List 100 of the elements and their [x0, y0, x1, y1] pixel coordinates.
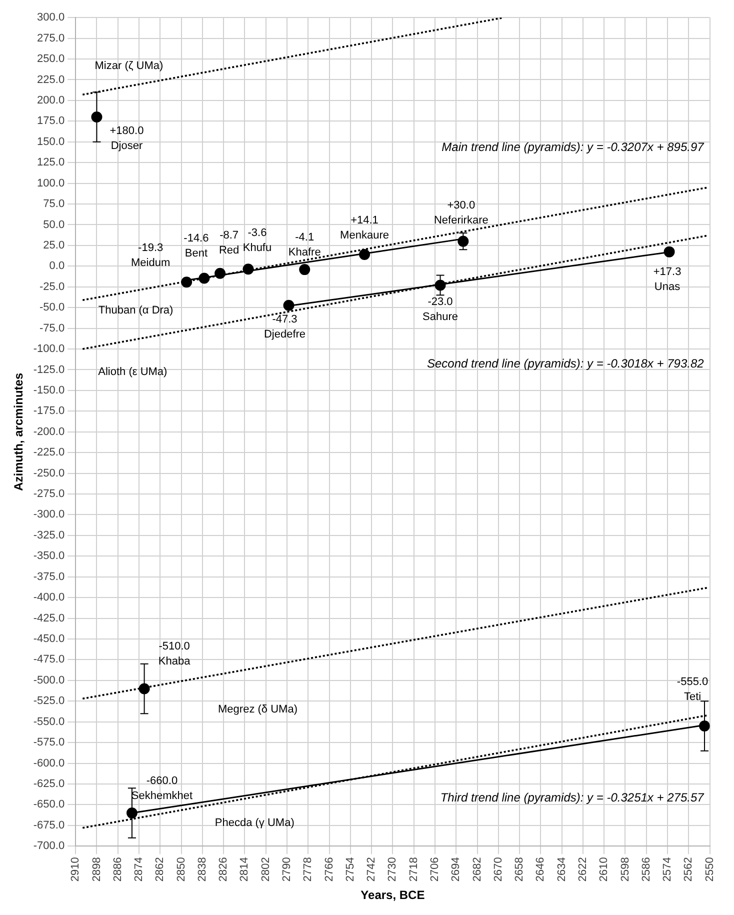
y-tick-label: -550.0	[33, 716, 65, 728]
x-tick-label: 2742	[366, 857, 378, 882]
y-tick-label: -125.0	[33, 364, 65, 376]
x-tick-label: 2754	[344, 857, 356, 882]
y-tick-label: 0.0	[49, 260, 65, 272]
point	[664, 246, 675, 258]
data-label: -660.0	[146, 775, 178, 788]
x-tick-label: 2718	[408, 857, 420, 882]
y-tick-label: 250.0	[37, 53, 65, 66]
y-tick-label: -275.0	[33, 488, 65, 500]
x-tick-label: 2766	[323, 857, 336, 882]
point	[283, 300, 294, 311]
y-tick-label: 300.0	[37, 12, 65, 24]
x-tick-label: 2814	[238, 857, 251, 882]
y-tick-label: -625.0	[33, 778, 65, 790]
x-tick-label: 2826	[218, 857, 230, 882]
annotation: Third trend line (pyramids): y = -0.3251x + 275.57	[440, 790, 706, 804]
y-tick-label: -525.0	[33, 695, 65, 708]
x-tick-label: 2838	[196, 857, 208, 882]
series-label: Alioth (ε UMa)	[98, 366, 168, 378]
y-tick-label: -700.0	[33, 840, 65, 852]
data-label: +14.1	[350, 214, 378, 227]
series-label: Phecda (γ UMa)	[214, 816, 294, 829]
annotation: Unas	[654, 280, 681, 293]
y-tick-label: -575.0	[33, 736, 65, 749]
x-tick-label: 2634	[556, 857, 568, 882]
y-tick-label: -25.0	[40, 280, 65, 293]
y-tick-label: 150.0	[37, 136, 65, 148]
annotation: Teti	[684, 691, 702, 704]
data-label: -8.7	[220, 229, 239, 242]
series-label: Mizar (ζ UMa)	[94, 60, 164, 72]
point	[299, 264, 310, 276]
x-tick-label: 2622	[576, 857, 589, 882]
annotation: Menkaure	[340, 230, 389, 242]
data-label: -4.1	[295, 232, 314, 244]
data-label: -555.0	[676, 676, 708, 688]
y-tick-label: -600.0	[33, 757, 65, 770]
x-tick-label: 2670	[492, 857, 504, 882]
y-tick-label: -325.0	[33, 529, 65, 542]
data-label: -3.6	[248, 227, 267, 240]
x-tick-label: 2910	[70, 857, 82, 882]
y-tick-label: -175.0	[33, 405, 65, 418]
y-tick-label: 175.0	[37, 115, 65, 128]
annotation: Khaba	[158, 656, 192, 668]
x-tick-label: 2706	[429, 857, 442, 882]
annotation: Neferirkare	[434, 214, 488, 226]
y-tick-label: -250.0	[33, 467, 65, 480]
y-tick-label: -200.0	[33, 426, 65, 438]
x-tick-label: 2862	[154, 857, 166, 882]
y-tick-label: -150.0	[33, 384, 65, 396]
annotation: Sahure	[422, 311, 458, 324]
series-label: Thuban (α Dra)	[98, 304, 174, 317]
annotation: Khafre	[288, 246, 321, 259]
y-tick-label: -75.0	[40, 322, 65, 334]
x-tick-label: 2778	[302, 857, 314, 882]
x-tick-label: 2550	[704, 857, 716, 882]
y-tick-label: -100.0	[33, 343, 65, 356]
y-tick-label: -50.0	[40, 302, 65, 314]
annotation: Djoser	[110, 140, 143, 152]
annotation: Meidum	[131, 257, 170, 270]
y-tick-label: 25.0	[43, 239, 65, 252]
y-tick-label: -400.0	[33, 592, 65, 604]
y-tick-label: -375.0	[33, 570, 65, 583]
annotation: Second trend line (pyramids): y = -0.3018x + 793.82	[426, 356, 704, 370]
y-tick-label: 50.0	[43, 218, 65, 231]
y-tick-label: 200.0	[37, 94, 65, 106]
data-label: +17.3	[653, 266, 682, 278]
x-tick-label: 2694	[450, 857, 462, 882]
y-tick-label: -300.0	[33, 508, 65, 521]
x-tick-label: 2682	[471, 857, 484, 882]
data-label: -14.6	[184, 232, 209, 244]
x-tick-label: 2886	[112, 857, 124, 882]
data-label: -23.0	[428, 296, 453, 308]
x-tick-label: 2730	[386, 857, 399, 882]
x-tick-label: 2850	[175, 857, 188, 882]
data-label: -19.3	[138, 242, 164, 254]
data-label: -510.0	[158, 640, 190, 653]
y-tick-label: -475.0	[33, 654, 65, 666]
x-axis-title: Years, BCE	[360, 888, 425, 902]
y-tick-label: -675.0	[33, 819, 65, 832]
x-tick-label: 2562	[682, 857, 695, 882]
x-tick-label: 2898	[90, 857, 103, 882]
annotation: Khufu	[242, 242, 272, 254]
x-tick-label: 2598	[619, 857, 632, 882]
text: Megrez (δ UMa)	[218, 704, 298, 716]
x-tick-label: 2574	[662, 857, 674, 882]
annotation: Red	[218, 244, 240, 256]
data-label: +30.0	[447, 199, 476, 212]
x-tick-label: 2802	[260, 857, 272, 882]
data-label: +180.0	[110, 125, 144, 138]
x-tick-label: 2874	[133, 857, 146, 882]
annotation: Main trend line (pyramids): y = -0.3207x + 895.97	[442, 140, 706, 154]
x-tick-label: 2658	[514, 857, 526, 882]
y-tick-label: 225.0	[37, 74, 65, 86]
y-tick-label: 125.0	[37, 156, 65, 169]
x-tick-label: 2586	[640, 857, 652, 882]
y-tick-label: -225.0	[33, 446, 65, 459]
y-tick-label: 100.0	[37, 177, 65, 190]
y-tick-label: -650.0	[33, 798, 65, 811]
x-tick-label: 2646	[534, 857, 547, 882]
